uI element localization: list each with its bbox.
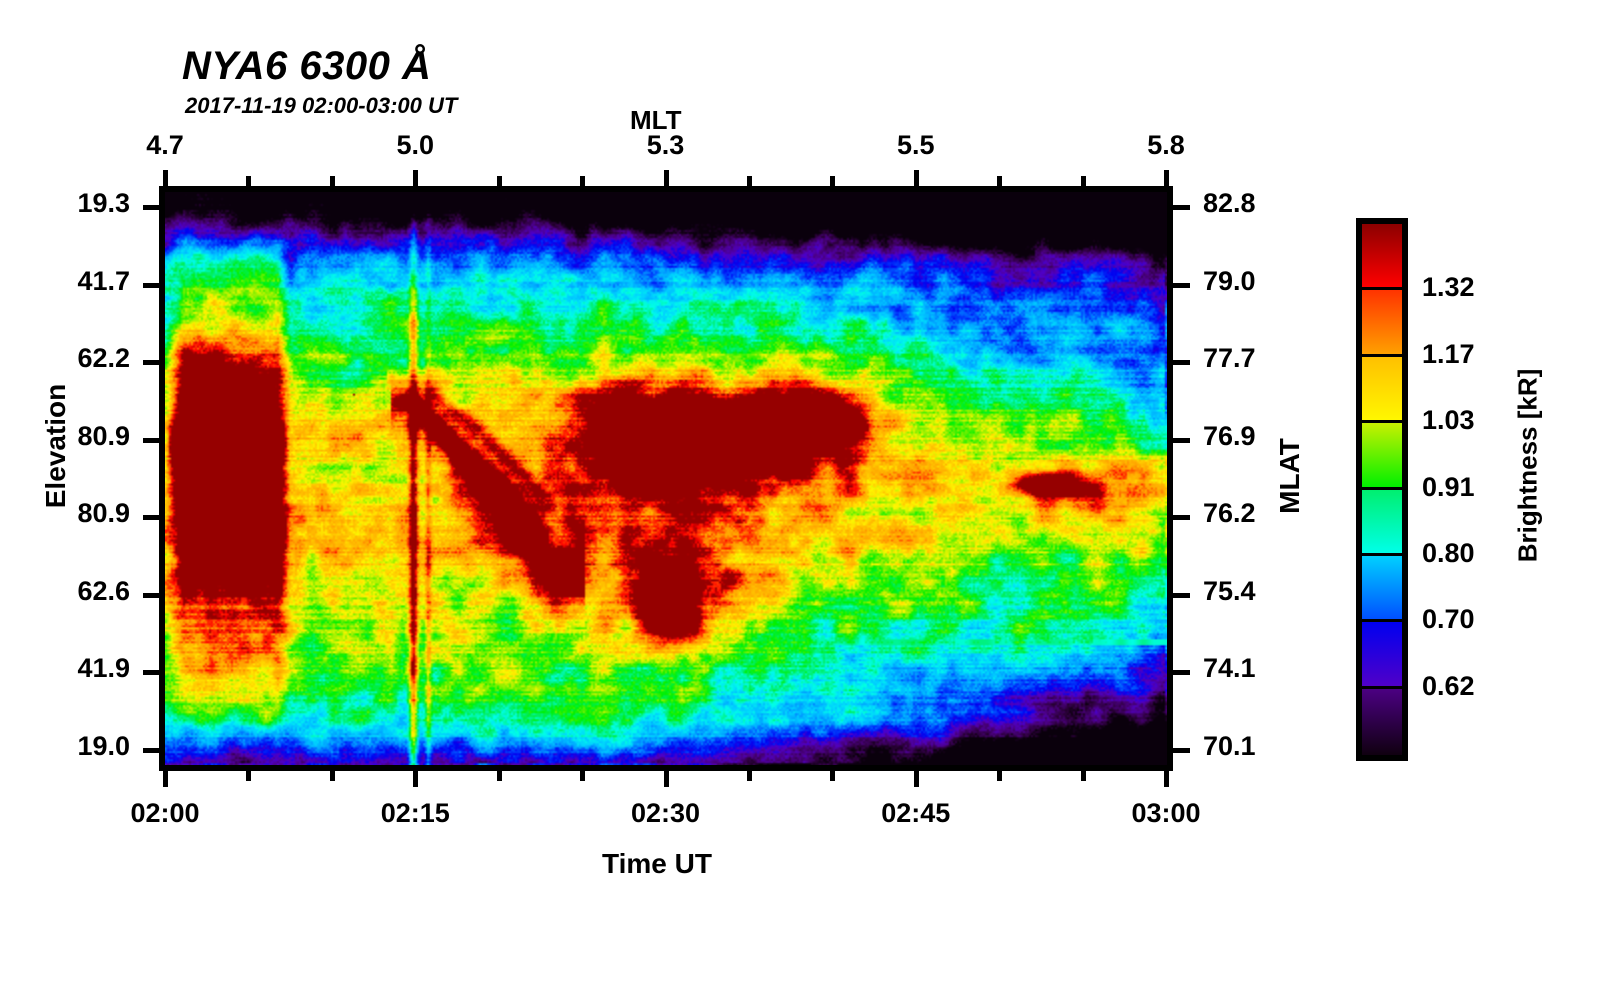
tick-label-bottom-2: 02:30 [630,798,701,828]
tick-right-major-4 [1173,515,1190,521]
tick-top-minor-0-1 [246,176,252,187]
colorbar-tick-label-2: 1.03 [1422,405,1475,436]
colorbar-gradient [1362,224,1402,755]
colorbar-tick-label-6: 0.62 [1422,670,1475,701]
colorbar-segment-2 [1362,356,1402,424]
colorbar-title: Brightness [kR] [1512,368,1543,563]
tick-label-top-1: 5.0 [396,130,435,160]
tick-left-major-3 [143,437,160,443]
tick-label-left-6: 41.9 [77,653,130,684]
tick-right-major-6 [1173,670,1190,676]
tick-right-major-7 [1173,748,1190,753]
tick-left-major-4 [143,515,160,521]
tick-top-minor-2-1 [746,176,752,187]
tick-label-right-6: 74.1 [1203,653,1256,684]
axis-spine-right [1167,186,1173,771]
colorbar-segment-5 [1362,555,1402,623]
tick-label-left-5: 62.6 [77,575,130,606]
colorbar [1356,218,1408,761]
tick-left-major-5 [143,592,160,598]
tick-label-top-0: 4.7 [146,130,184,160]
tick-label-right-3: 76.9 [1203,420,1256,451]
colorbar-tick-label-1: 1.17 [1422,338,1475,369]
tick-label-top-3: 5.5 [896,130,935,160]
tick-right-major-2 [1173,360,1190,366]
tick-bottom-minor-0-2 [329,770,335,781]
tick-left-major-0 [143,205,160,210]
tick-label-right-2: 77.7 [1203,343,1256,374]
tick-label-left-7: 19.0 [77,731,130,761]
tick-label-top-2: 5.3 [646,130,685,160]
tick-label-bottom-3: 02:45 [881,798,951,828]
tick-bottom-minor-2-2 [830,770,836,781]
keogram-canvas [165,192,1167,765]
tick-bottom-major-2 [663,770,669,787]
tick-bottom-minor-3-1 [997,770,1003,781]
colorbar-segment-6 [1362,622,1402,689]
bottom-axis-title: Time UT [602,848,712,879]
tick-right-major-0 [1173,205,1190,210]
tick-top-minor-0-2 [329,176,335,187]
tick-bottom-major-0 [163,770,168,787]
tick-label-left-1: 41.7 [77,265,130,296]
tick-label-bottom-0: 02:00 [130,798,200,828]
tick-label-right-1: 79.0 [1203,265,1256,296]
tick-bottom-minor-2-1 [746,770,752,781]
colorbar-tick-label-5: 0.70 [1422,604,1475,635]
tick-top-major-1 [413,170,419,187]
colorbar-tick-label-3: 0.91 [1422,471,1475,502]
tick-label-right-5: 75.4 [1203,575,1256,606]
tick-label-left-0: 19.3 [77,188,130,218]
axis-spine-top [159,186,1173,192]
axis-spine-bottom [159,765,1173,771]
tick-left-major-7 [143,748,160,753]
tick-top-minor-2-2 [830,176,836,187]
tick-left-major-1 [143,282,160,288]
tick-top-minor-3-1 [997,176,1003,187]
tick-top-minor-1-2 [580,176,586,187]
axis-spine-left [159,186,165,771]
tick-bottom-major-1 [413,770,419,787]
colorbar-segment-3 [1362,423,1402,490]
tick-right-major-3 [1173,437,1190,443]
colorbar-segment-4 [1362,489,1402,556]
tick-bottom-minor-3-2 [1080,770,1086,781]
top-axis-title: MLT [630,105,682,135]
tick-bottom-major-4 [1164,770,1169,787]
colorbar-segment-0 [1362,224,1402,291]
tick-label-left-3: 80.9 [77,420,130,451]
tick-label-right-4: 76.2 [1203,498,1256,529]
tick-top-major-0 [163,170,168,187]
tick-right-major-5 [1173,592,1190,598]
tick-top-minor-3-2 [1080,176,1086,187]
tick-label-top-4: 5.8 [1147,130,1185,160]
right-axis-title: MLAT [1274,438,1305,514]
plot-subtitle: 2017-11-19 02:00-03:00 UT [185,93,458,118]
tick-label-left-4: 80.9 [77,498,130,529]
tick-label-bottom-4: 03:00 [1131,798,1201,828]
colorbar-segment-1 [1362,290,1402,357]
tick-left-major-6 [143,670,160,676]
tick-top-major-2 [663,170,669,187]
tick-label-left-2: 62.2 [77,343,130,374]
colorbar-tick-label-0: 1.32 [1422,272,1475,303]
tick-bottom-minor-0-1 [246,770,252,781]
tick-bottom-minor-1-2 [580,770,586,781]
tick-bottom-major-3 [913,770,919,787]
colorbar-tick-label-4: 0.80 [1422,537,1475,568]
tick-label-right-7: 70.1 [1203,731,1256,761]
keogram-image-area [165,192,1167,765]
tick-bottom-minor-1-1 [496,770,502,781]
tick-right-major-1 [1173,282,1190,288]
tick-top-major-4 [1164,170,1169,187]
tick-top-major-3 [913,170,919,187]
colorbar-segment-7 [1362,688,1402,755]
tick-left-major-2 [143,360,160,366]
tick-top-minor-1-1 [496,176,502,187]
plot-title: NYA6 6300 Å [182,44,432,88]
tick-label-bottom-1: 02:15 [380,798,450,828]
tick-label-right-0: 82.8 [1203,188,1256,218]
